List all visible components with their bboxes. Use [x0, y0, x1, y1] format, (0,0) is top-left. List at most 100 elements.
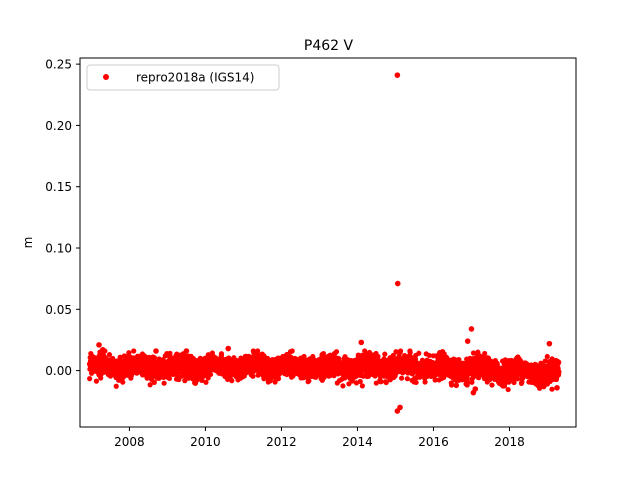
data-point	[514, 376, 521, 382]
y-tick-label: 0.00	[45, 364, 72, 378]
y-axis-label: m	[21, 237, 35, 249]
plot-area	[79, 57, 577, 428]
data-point	[346, 381, 352, 387]
x-tick-label: 2010	[190, 435, 221, 449]
data-point	[556, 368, 562, 375]
data-point	[340, 383, 346, 389]
data-point	[151, 355, 158, 361]
data-point	[306, 378, 312, 384]
data-point-outlier	[546, 340, 553, 347]
data-point	[131, 348, 137, 354]
legend-label: repro2018a (IGS14)	[136, 71, 254, 85]
data-point	[147, 382, 153, 388]
data-point	[199, 377, 205, 383]
data-point	[544, 353, 550, 360]
y-axis-ticks: 0.00 0.05 0.10 0.15 0.20 0.25	[45, 58, 80, 378]
x-tick-label: 2008	[114, 435, 145, 449]
data-point	[289, 348, 295, 354]
data-point	[404, 376, 410, 382]
data-point-outlier	[358, 339, 365, 346]
data-point	[397, 348, 404, 354]
legend-marker	[103, 74, 109, 80]
data-point	[359, 383, 365, 389]
data-point	[93, 378, 100, 384]
y-tick-label: 0.10	[45, 242, 72, 256]
legend-box	[86, 64, 280, 91]
data-point-outlier	[453, 382, 460, 389]
data-point	[349, 378, 356, 384]
data-point	[357, 378, 363, 385]
data-point	[470, 350, 477, 356]
data-point	[465, 380, 471, 386]
data-point	[113, 383, 119, 389]
data-point-outlier	[472, 386, 479, 392]
data-point	[333, 349, 340, 355]
data-point	[448, 382, 455, 388]
data-point-outlier	[183, 348, 190, 354]
data-point	[505, 386, 511, 393]
data-point	[383, 379, 389, 386]
data-point-outlier	[394, 280, 401, 287]
data-point-outlier	[540, 383, 547, 390]
data-point-outlier	[394, 72, 401, 78]
data-point	[378, 379, 384, 385]
data-point	[416, 350, 422, 356]
data-point-outlier	[100, 346, 106, 353]
x-tick-label: 2018	[494, 435, 525, 449]
data-point-outlier	[96, 342, 102, 348]
legend: repro2018a (IGS14)	[86, 64, 280, 91]
data-point	[556, 359, 562, 365]
data-point	[413, 379, 419, 386]
data-point	[399, 375, 405, 381]
data-point	[87, 376, 93, 382]
data-point	[98, 375, 104, 381]
data-point	[373, 380, 379, 386]
data-point	[407, 349, 413, 356]
plot-frame	[79, 57, 577, 428]
data-point	[549, 386, 555, 392]
data-point	[106, 352, 113, 358]
data-point	[126, 350, 132, 356]
data-point	[422, 379, 428, 385]
data-point	[301, 353, 307, 360]
points-layer	[86, 72, 562, 414]
data-point	[167, 350, 173, 356]
data-point	[375, 353, 381, 360]
data-point	[182, 378, 188, 384]
data-point	[382, 351, 388, 357]
x-tick-label: 2014	[342, 435, 373, 449]
data-point	[489, 382, 495, 388]
data-point	[255, 348, 261, 354]
data-point	[218, 351, 225, 357]
data-point	[482, 350, 488, 357]
data-point	[229, 378, 235, 384]
x-tick-label: 2012	[266, 435, 297, 449]
data-point-outlier	[225, 345, 232, 352]
data-point	[110, 355, 116, 362]
data-point-outlier	[554, 384, 560, 391]
data-point	[166, 375, 173, 382]
data-point	[331, 373, 337, 379]
data-point-outlier	[468, 326, 475, 332]
data-point-outlier	[397, 404, 403, 411]
data-point	[456, 356, 462, 363]
y-tick-label: 0.20	[45, 119, 72, 133]
y-tick-label: 0.05	[45, 303, 72, 317]
data-point	[275, 376, 282, 382]
data-point	[203, 379, 209, 385]
data-point-outlier	[464, 338, 471, 344]
data-point	[207, 371, 214, 378]
data-point	[161, 380, 167, 386]
data-point	[511, 379, 517, 386]
data-point	[432, 377, 438, 383]
data-point	[151, 379, 157, 386]
data-point	[393, 349, 399, 355]
x-axis-ticks: 2008 2010 2012 2014 2016 2018	[114, 427, 525, 449]
data-point	[426, 352, 432, 359]
x-tick-label: 2016	[418, 435, 449, 449]
y-tick-label: 0.25	[45, 58, 72, 72]
chart-title: P462 V	[304, 38, 354, 54]
y-tick-label: 0.15	[45, 180, 72, 194]
data-point	[250, 373, 256, 379]
